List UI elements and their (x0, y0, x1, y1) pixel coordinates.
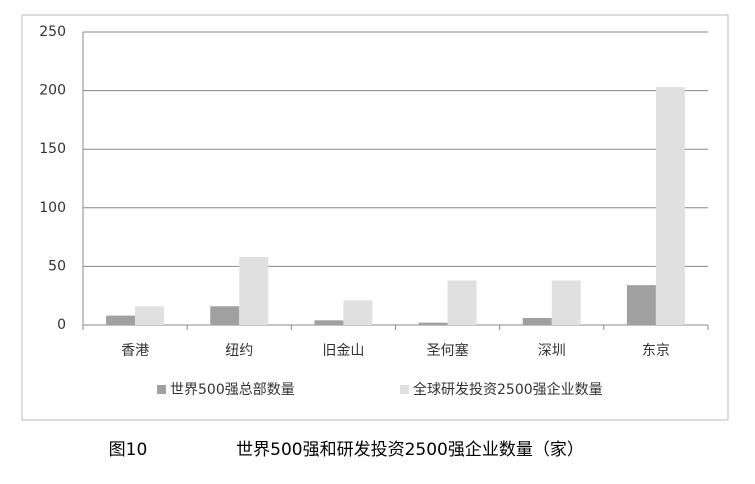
y-tick-label: 250 (39, 24, 66, 40)
bar (418, 322, 448, 325)
caption: 世界500强和研发投资2500强企业数量（家） (236, 440, 584, 460)
y-tick-label: 100 (39, 200, 66, 216)
legend-swatch (400, 385, 409, 394)
bar (314, 320, 344, 325)
legend-label: 全球研发投资2500强企业数量 (413, 381, 603, 398)
bar (551, 280, 581, 325)
caption-label: 图10 (109, 440, 148, 460)
bar (626, 285, 656, 325)
x-tick-label: 纽约 (225, 343, 253, 359)
legend-label: 世界500强总部数量 (170, 382, 295, 398)
x-tick-label: 深圳 (538, 343, 566, 359)
x-tick-label: 旧金山 (322, 343, 364, 359)
bar (106, 315, 136, 325)
bar (343, 300, 373, 325)
x-tick-label: 香港 (121, 343, 149, 359)
y-tick-label: 200 (39, 83, 66, 99)
y-tick-label: 0 (57, 317, 66, 333)
bar (655, 87, 685, 325)
bar (239, 257, 269, 325)
y-tick-label: 50 (48, 258, 66, 274)
x-tick-label: 圣何塞 (427, 342, 469, 359)
legend-swatch (157, 385, 166, 394)
y-tick-label: 150 (39, 141, 66, 157)
x-tick-label: 东京 (642, 343, 670, 359)
bar (522, 317, 552, 325)
chart-frame (21, 14, 729, 421)
bar (447, 280, 477, 325)
bar (210, 306, 240, 325)
bar (135, 306, 165, 325)
